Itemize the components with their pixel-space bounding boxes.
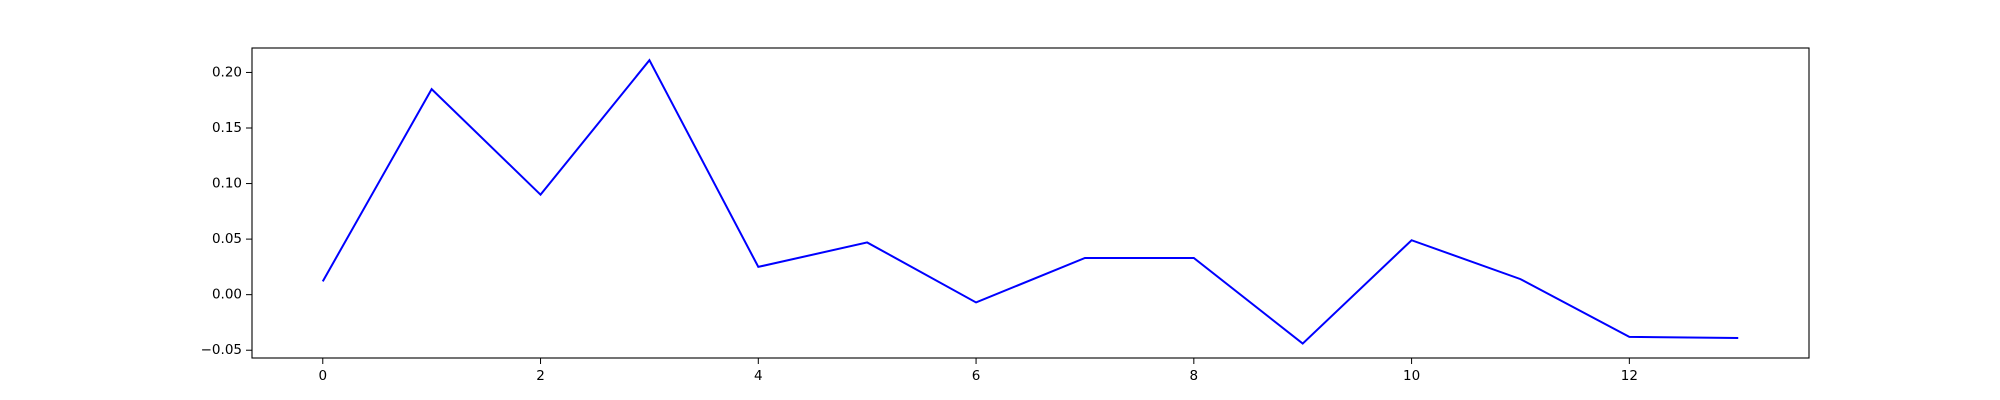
y-tick-label: 0.10 [212, 176, 242, 192]
x-tick-label: 2 [536, 368, 545, 384]
x-tick-label: 12 [1621, 368, 1638, 384]
x-axis: 0 2 4 6 8 10 12 [318, 358, 1638, 384]
series-line [321, 58, 1739, 345]
y-tick-label: 0.20 [212, 64, 242, 80]
series-layer [321, 58, 1739, 345]
x-tick-label: 10 [1403, 368, 1420, 384]
plot-area-frame [251, 47, 1810, 359]
y-tick-label: 0.05 [212, 231, 242, 247]
x-tick-label: 4 [754, 368, 763, 384]
y-tick-label: 0.15 [212, 120, 242, 136]
y-axis: −0.05 0.00 0.05 0.10 0.15 0.20 [201, 64, 252, 358]
x-tick-label: 6 [972, 368, 981, 384]
y-tick-label: 0.00 [212, 287, 242, 303]
y-tick-label: −0.05 [201, 342, 242, 358]
x-tick-label: 0 [318, 368, 327, 384]
x-tick-label: 8 [1190, 368, 1199, 384]
